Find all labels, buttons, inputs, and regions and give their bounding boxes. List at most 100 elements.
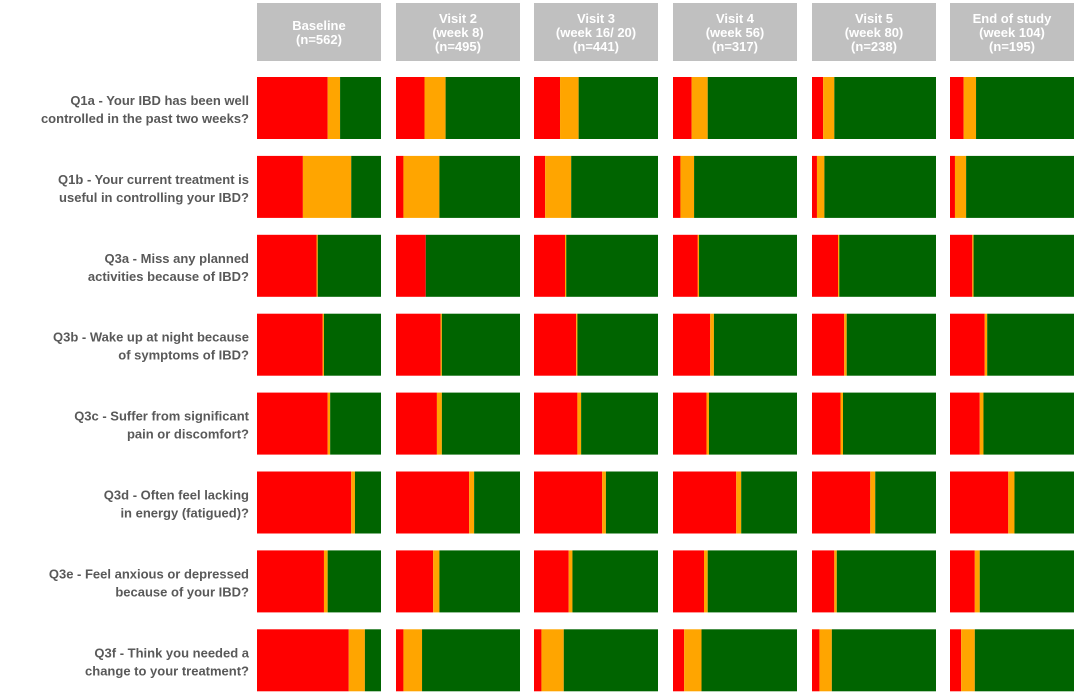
bar-segment-orange <box>436 392 442 455</box>
bar-segment-green <box>831 629 936 692</box>
bar-segment-orange <box>1008 471 1015 534</box>
bar-segment-green <box>330 392 381 455</box>
bar-segment-orange <box>316 234 318 297</box>
bar-segment-green <box>317 234 381 297</box>
column-header-label: End of study <box>973 11 1052 26</box>
bar-segment-orange <box>541 629 564 692</box>
column-header-label: (week 8) <box>432 25 483 40</box>
bar-segment-red <box>534 155 546 218</box>
bar-segment-green <box>474 471 520 534</box>
question-row: Q3e - Feel anxious or depressed because o… <box>49 550 1074 613</box>
column-header-box <box>950 3 1074 61</box>
bar-segment-green <box>701 629 797 692</box>
column-header: Visit 3(week 16/ 20)(n=441) <box>534 3 658 61</box>
column-header-label: (n=238) <box>851 39 897 54</box>
bar-segment-red <box>673 392 707 455</box>
bar-segment-green <box>605 471 658 534</box>
bar-segment-red <box>396 155 404 218</box>
column-header-box <box>534 3 658 61</box>
bar-segment-red <box>257 392 328 455</box>
bar-segment-orange <box>323 550 328 613</box>
bar-segment-red <box>673 629 685 692</box>
bar-segment-orange <box>560 77 579 139</box>
bar-segment-green <box>441 313 520 376</box>
column-header-label: Visit 3 <box>577 11 615 26</box>
bar-segment-orange <box>351 471 355 534</box>
bar-segment-green <box>973 234 1074 297</box>
bar-segment-red <box>673 77 692 139</box>
bar-segment-red <box>534 550 569 613</box>
bar-segment-red <box>534 471 603 534</box>
column-header-label: (week 80) <box>845 25 904 40</box>
bar-segment-red <box>812 629 820 692</box>
bar-segment-orange <box>545 155 572 218</box>
row-label: because of your IBD? <box>115 584 249 599</box>
bar-segment-green <box>422 629 520 692</box>
bar-segment-green <box>340 77 381 139</box>
bar-segment-green <box>694 155 797 218</box>
question-row: Q1a - Your IBD has been well controlled i… <box>41 77 1074 139</box>
column-header-label: (week 16/ 20) <box>556 25 636 40</box>
bar-segment-red <box>396 471 470 534</box>
bar-segment-green <box>439 550 520 613</box>
bar-segment-orange <box>302 155 352 218</box>
bar-segment-orange <box>327 392 331 455</box>
bar-segment-red <box>673 313 711 376</box>
bar-segment-green <box>699 234 797 297</box>
bar-segment-red <box>534 629 542 692</box>
bar-segment-red <box>812 392 841 455</box>
question-row: Q3a - Miss any planned activities because… <box>88 234 1074 297</box>
column-header-label: (week 56) <box>706 25 765 40</box>
row-label: change to your treatment? <box>85 663 249 678</box>
bar-segment-orange <box>327 77 341 139</box>
bar-segment-green <box>966 155 1074 218</box>
column-header-label: Visit 5 <box>855 11 893 26</box>
bar-segment-green <box>846 313 936 376</box>
column-header-label: Visit 2 <box>439 11 477 26</box>
bar-segment-orange <box>844 313 847 376</box>
bar-segment-orange <box>691 77 708 139</box>
bar-segment-orange <box>823 77 835 139</box>
bar-segment-red <box>257 313 323 376</box>
bar-segment-green <box>364 629 381 692</box>
bar-segment-green <box>983 392 1074 455</box>
bar-segment-red <box>396 392 437 455</box>
column-header-label: (n=441) <box>573 39 619 54</box>
bar-segment-orange <box>736 471 742 534</box>
bar-segment-orange <box>704 550 708 613</box>
row-label: Q3d - Often feel lacking <box>104 488 249 503</box>
row-label: in energy (fatigued)? <box>120 506 249 521</box>
question-row: Q1b - Your current treatment is useful in… <box>58 155 1074 218</box>
bar-segment-orange <box>424 77 446 139</box>
bar-segment-red <box>950 471 1009 534</box>
bar-segment-orange <box>565 234 567 297</box>
bar-segment-red <box>812 471 871 534</box>
column-header-box <box>673 3 797 61</box>
bar-segment-orange <box>870 471 876 534</box>
row-label: Q3f - Think you needed a <box>94 645 249 660</box>
bar-segment-red <box>534 77 561 139</box>
bar-segment-orange <box>577 392 582 455</box>
bar-segment-green <box>974 629 1074 692</box>
row-label: useful in controlling your IBD? <box>59 190 249 205</box>
row-label: controlled in the past two weeks? <box>41 111 249 126</box>
bar-segment-red <box>812 77 824 139</box>
bar-segment-orange <box>403 629 423 692</box>
bar-segment-green <box>566 234 658 297</box>
bar-segment-green <box>979 550 1074 613</box>
bar-segment-orange <box>963 77 977 139</box>
column-header-label: (week 104) <box>979 25 1045 40</box>
bar-segment-orange <box>816 155 825 218</box>
column-header: Visit 4(week 56)(n=317) <box>673 3 797 61</box>
row-label: Q1b - Your current treatment is <box>58 172 249 187</box>
bar-segment-orange <box>568 550 573 613</box>
bar-segment-red <box>396 77 425 139</box>
bar-segment-red <box>534 313 577 376</box>
bar-segment-green <box>425 234 520 297</box>
bar-segment-orange <box>348 629 365 692</box>
bar-segment-green <box>836 550 936 613</box>
column-header: Baseline(n=562) <box>257 3 381 61</box>
bar-segment-orange <box>984 313 988 376</box>
bar-segment-red <box>257 155 303 218</box>
